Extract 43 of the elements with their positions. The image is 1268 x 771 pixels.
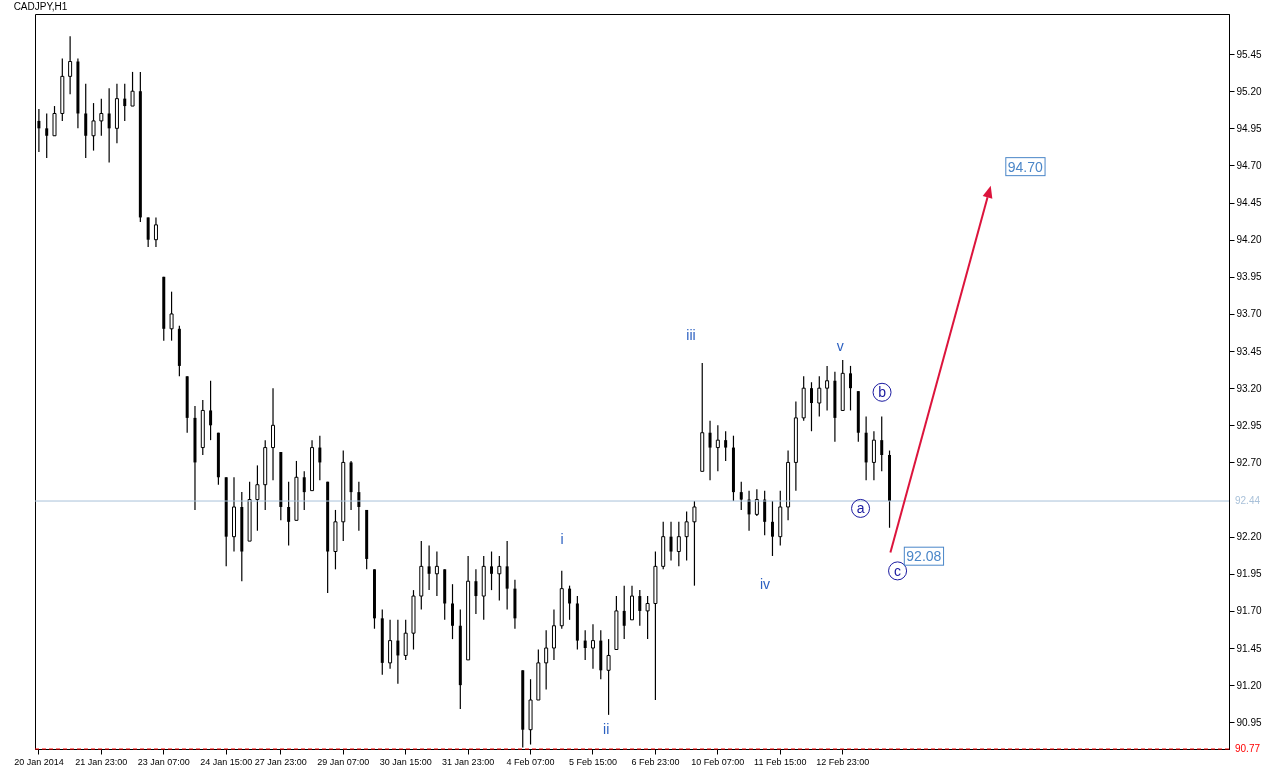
x-tick-label: 4 Feb 07:00 xyxy=(506,756,555,767)
y-tick-label: 90.95 xyxy=(1236,716,1262,728)
y-tick-label: 94.45 xyxy=(1236,197,1262,209)
x-tick-label: 12 Feb 23:00 xyxy=(816,756,870,767)
y-tick-label: 91.20 xyxy=(1236,679,1262,691)
x-tick-label: 6 Feb 23:00 xyxy=(631,756,680,767)
annotation: b xyxy=(878,384,887,401)
y-tick-label: 92.95 xyxy=(1236,419,1262,431)
y-tick-label: 91.70 xyxy=(1236,605,1262,617)
x-tick-label: 29 Jan 07:00 xyxy=(317,756,370,767)
annotation: iv xyxy=(759,576,771,593)
x-tick-label: 24 Jan 15:00 xyxy=(200,756,253,767)
x-tick-label: 31 Jan 23:00 xyxy=(442,756,495,767)
x-tick-label: 11 Feb 15:00 xyxy=(754,756,807,767)
annotation: iii xyxy=(686,326,696,343)
y-tick-label: 93.70 xyxy=(1236,308,1262,320)
y-tick-label: 93.45 xyxy=(1236,345,1262,357)
y-tick-label: 92.20 xyxy=(1236,531,1262,543)
annotation: c xyxy=(894,562,902,579)
y-tick-label: 94.70 xyxy=(1236,159,1262,171)
ref-line-label: 90.77 xyxy=(1235,743,1261,754)
x-tick-label: 27 Jan 23:00 xyxy=(254,756,307,767)
y-tick-label: 94.95 xyxy=(1236,122,1262,134)
y-tick-label: 94.20 xyxy=(1236,234,1262,246)
y-tick-label: 91.95 xyxy=(1236,568,1262,580)
x-tick-label: 20 Jan 2014 xyxy=(14,756,64,767)
y-tick-label: 92.70 xyxy=(1236,456,1262,468)
y-tick-label: 93.20 xyxy=(1236,382,1262,394)
x-tick-label: 10 Feb 07:00 xyxy=(691,756,745,767)
x-tick-label: 23 Jan 07:00 xyxy=(137,756,190,767)
annotation: i xyxy=(560,531,564,548)
annotation: ii xyxy=(603,720,610,737)
x-tick-label: 21 Jan 23:00 xyxy=(75,756,128,767)
y-tick-label: 95.20 xyxy=(1236,85,1262,97)
y-tick-label: 91.45 xyxy=(1236,642,1262,654)
x-tick-label: 5 Feb 15:00 xyxy=(568,756,617,767)
ref-line-label: 92.44 xyxy=(1235,495,1261,507)
y-tick-label: 93.95 xyxy=(1236,271,1262,283)
annotation: a xyxy=(856,500,865,517)
x-tick-label: 30 Jan 15:00 xyxy=(379,756,432,767)
y-tick-label: 95.45 xyxy=(1236,48,1262,60)
annotation: v xyxy=(836,337,844,354)
chart-title: CADJPY,H1 xyxy=(13,1,68,12)
